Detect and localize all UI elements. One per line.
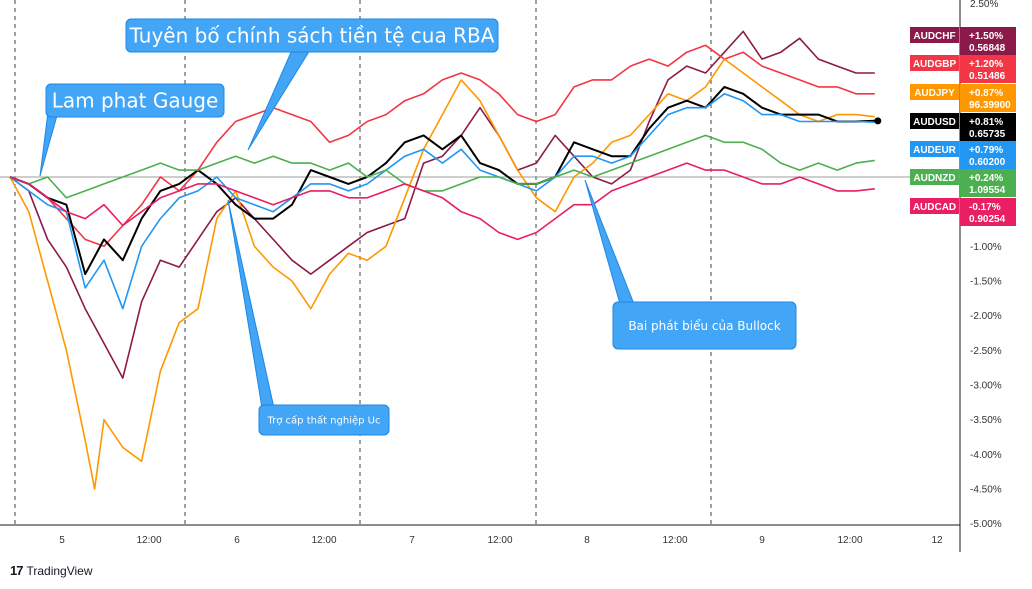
- y-tick-label: -4.00%: [970, 450, 1002, 461]
- x-tick-label: 7: [409, 535, 415, 546]
- legend-change: +1.20%: [969, 59, 1003, 70]
- legend-price: 96.39900: [969, 100, 1011, 111]
- legend-value-box: [960, 55, 1016, 83]
- legend-change: +0.81%: [969, 117, 1003, 128]
- legend-symbol: AUDUSD: [913, 117, 956, 128]
- x-tick-label: 8: [584, 535, 590, 546]
- legend-change: +0.79%: [969, 145, 1003, 156]
- legend-symbol-box: [910, 198, 959, 214]
- tradingview-name: TradingView: [26, 563, 93, 578]
- legend-tag-audeur: AUDEUR +0.79%0.60200: [910, 141, 1016, 169]
- legend-change: -0.17%: [969, 202, 1001, 213]
- x-tick-label: 12: [931, 535, 943, 546]
- x-tick-label: 12:00: [311, 535, 336, 546]
- legend-tag-audcad: AUDCAD -0.17%0.90254: [910, 198, 1016, 226]
- x-tick-label: 12:00: [487, 535, 512, 546]
- last-value-marker: [874, 117, 882, 125]
- y-tick-label: -1.00%: [970, 242, 1002, 253]
- callout-box: [45, 83, 225, 118]
- legend-value-box: [960, 113, 1016, 141]
- legend-value-box: [960, 198, 1016, 226]
- legend-symbol-box: [910, 55, 959, 71]
- legend-price: 0.51486: [969, 71, 1006, 82]
- callout-unemployment: Trợ cấp thất nghiệp Uc: [227, 199, 390, 436]
- callout-text: Lam phat Gauge: [52, 89, 219, 113]
- legend-symbol-box: [910, 27, 959, 43]
- legend-tag-audusd: AUDUSD +0.81%0.65735: [910, 113, 1016, 141]
- legend-symbol-box: [910, 84, 959, 100]
- legend-value-box: [960, 141, 1016, 169]
- callout-inflation-gauge: Lam phat Gauge: [39, 83, 225, 177]
- series-line-audusd: [9, 85, 875, 276]
- legend-price: 0.56848: [969, 43, 1006, 54]
- legend-value-box: [960, 84, 1016, 112]
- y-tick-label: -4.50%: [970, 484, 1002, 495]
- x-tick-label: 5: [59, 535, 65, 546]
- legend-symbol: AUDCHF: [913, 31, 955, 42]
- legend-tag-audjpy: AUDJPY +0.87%96.39900: [910, 84, 1016, 112]
- y-tick-label: -3.00%: [970, 380, 1002, 391]
- callout-box: [612, 301, 797, 350]
- legend-change: +1.50%: [969, 31, 1003, 42]
- legend-price: 1.09554: [969, 185, 1006, 196]
- series-line-audgbp: [9, 44, 875, 248]
- callout-text: Bai phát biểu của Bullock: [628, 319, 780, 333]
- y-tick-label: -1.50%: [970, 276, 1002, 287]
- tradingview-logo-icon: 17: [10, 563, 24, 578]
- legend-tag-audgbp: AUDGBP +1.20%0.51486: [910, 55, 1016, 83]
- legend-tag-audchf: AUDCHF +1.50%0.56848: [910, 27, 1016, 55]
- y-tick-label: 2.50%: [970, 0, 998, 10]
- legend-tag-audnzd: AUDNZD +0.24%1.09554: [910, 169, 1016, 197]
- callout-pointer: [247, 49, 311, 151]
- series-line-audeur: [9, 93, 875, 310]
- callout-text: Trợ cấp thất nghiệp Uc: [267, 415, 381, 427]
- x-tick-label: 6: [234, 535, 240, 546]
- callout-pointer: [227, 199, 275, 409]
- x-tick-label: 12:00: [136, 535, 161, 546]
- legend-price: 0.60200: [969, 157, 1006, 168]
- legend-change: +0.87%: [969, 88, 1003, 99]
- legend-change: +0.24%: [969, 173, 1003, 184]
- tradingview-brand[interactable]: 17 TradingView: [10, 563, 93, 578]
- callout-text: Tuyên bố chính sách tiền tệ cua RBA: [129, 24, 495, 48]
- legend-symbol: AUDJPY: [914, 88, 955, 99]
- legend-value-box: [960, 27, 1016, 55]
- callout-box: [125, 18, 499, 53]
- legend-value-box: [960, 169, 1016, 197]
- y-tick-label: -5.00%: [970, 519, 1002, 530]
- legend-symbol-box: [910, 141, 959, 157]
- callout-pointer: [584, 179, 635, 305]
- legend-price: 0.65735: [969, 129, 1006, 140]
- callout-box: [258, 404, 390, 436]
- y-tick-label: -2.00%: [970, 311, 1002, 322]
- x-tick-label: 12:00: [662, 535, 687, 546]
- legend-symbol: AUDCAD: [913, 202, 956, 213]
- series-line-audnzd: [9, 134, 875, 199]
- legend-symbol: AUDGBP: [913, 59, 957, 70]
- y-tick-label: -2.50%: [970, 346, 1002, 357]
- legend-symbol: AUDEUR: [913, 145, 957, 156]
- series-line-audchf: [9, 30, 875, 379]
- series-line-audcad: [9, 162, 875, 241]
- x-tick-label: 9: [759, 535, 765, 546]
- series-line-audjpy: [9, 58, 875, 490]
- callout-bullock-speech: Bai phát biểu của Bullock: [584, 179, 797, 350]
- legend-symbol-box: [910, 113, 959, 129]
- x-tick-label: 12:00: [837, 535, 862, 546]
- legend-symbol: AUDNZD: [913, 173, 955, 184]
- legend-symbol-box: [910, 169, 959, 185]
- callout-rba-statement: Tuyên bố chính sách tiền tệ cua RBA: [125, 18, 499, 151]
- y-tick-label: -3.50%: [970, 415, 1002, 426]
- callout-pointer: [39, 111, 59, 177]
- legend-price: 0.90254: [969, 214, 1006, 225]
